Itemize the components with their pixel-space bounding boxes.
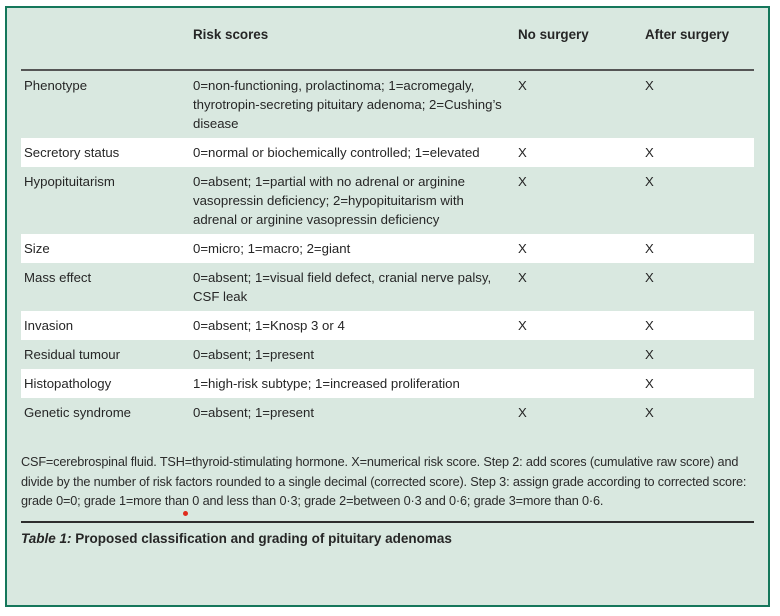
row-label: Invasion xyxy=(24,318,74,333)
table-header-row: Risk scores No surgery After surgery xyxy=(21,20,754,69)
row-after-surgery-mark: X xyxy=(645,145,654,160)
row-no-surgery-mark: X xyxy=(518,174,527,189)
row-label: Hypopituitarism xyxy=(24,174,115,189)
table-row: Mass effect 0=absent; 1=visual field def… xyxy=(21,263,754,311)
table-row: Residual tumour 0=absent; 1=present X xyxy=(21,340,754,369)
row-no-surgery-mark: X xyxy=(518,270,527,285)
row-no-surgery-mark: X xyxy=(518,145,527,160)
row-after-surgery-mark: X xyxy=(645,174,654,189)
table-caption-text: Proposed classification and grading of p… xyxy=(75,530,452,546)
table-caption: Table 1: Proposed classification and gra… xyxy=(21,523,754,547)
table-row: Hypopituitarism 0=absent; 1=partial with… xyxy=(21,167,754,234)
row-risk-scores: 0=micro; 1=macro; 2=giant xyxy=(193,241,351,256)
row-risk-scores: 0=normal or biochemically controlled; 1=… xyxy=(193,145,480,160)
row-after-surgery-mark: X xyxy=(645,405,654,420)
row-label: Phenotype xyxy=(24,78,88,93)
row-risk-scores: 0=absent; 1=present xyxy=(193,405,314,420)
row-label: Secretory status xyxy=(24,145,120,160)
row-no-surgery-mark: X xyxy=(518,78,527,93)
classification-table-card: Risk scores No surgery After surgery Phe… xyxy=(5,6,770,607)
red-dot-marker xyxy=(183,511,188,516)
table-footnote: CSF=cerebrospinal fluid. TSH=thyroid-sti… xyxy=(21,455,747,508)
row-risk-scores: 0=non-functioning, prolactinoma; 1=acrom… xyxy=(193,78,502,131)
row-label: Size xyxy=(24,241,50,256)
column-header-after-surgery: After surgery xyxy=(645,27,730,42)
row-after-surgery-mark: X xyxy=(645,241,654,256)
row-after-surgery-mark: X xyxy=(645,318,654,333)
table-row: Histopathology 1=high-risk subtype; 1=in… xyxy=(21,369,754,398)
row-risk-scores: 0=absent; 1=Knosp 3 or 4 xyxy=(193,318,345,333)
row-risk-scores: 0=absent; 1=present xyxy=(193,347,314,362)
column-header-risk-scores: Risk scores xyxy=(193,27,269,42)
row-label: Mass effect xyxy=(24,270,92,285)
header-divider-rule xyxy=(21,69,754,71)
row-after-surgery-mark: X xyxy=(645,78,654,93)
row-label: Residual tumour xyxy=(24,347,121,362)
row-risk-scores: 0=absent; 1=partial with no adrenal or a… xyxy=(193,174,465,227)
row-label: Histopathology xyxy=(24,376,112,391)
row-no-surgery-mark: X xyxy=(518,241,527,256)
row-no-surgery-mark: X xyxy=(518,405,527,420)
row-label: Genetic syndrome xyxy=(24,405,132,420)
caption-divider-rule xyxy=(21,520,754,523)
table-body: Phenotype 0=non-functioning, prolactinom… xyxy=(21,71,754,427)
row-no-surgery-mark xyxy=(518,369,645,398)
row-after-surgery-mark: X xyxy=(645,376,654,391)
row-after-surgery-mark: X xyxy=(645,347,654,362)
row-risk-scores: 1=high-risk subtype; 1=increased prolife… xyxy=(193,376,460,391)
table-row: Invasion 0=absent; 1=Knosp 3 or 4 X X xyxy=(21,311,754,340)
column-header-no-surgery: No surgery xyxy=(518,27,589,42)
row-no-surgery-mark: X xyxy=(518,318,527,333)
table-row: Phenotype 0=non-functioning, prolactinom… xyxy=(21,71,754,138)
table-row: Size 0=micro; 1=macro; 2=giant X X xyxy=(21,234,754,263)
row-risk-scores: 0=absent; 1=visual field defect, cranial… xyxy=(193,270,492,304)
row-no-surgery-mark xyxy=(518,340,645,369)
column-header-empty xyxy=(21,26,193,69)
table-row: Genetic syndrome 0=absent; 1=present X X xyxy=(21,398,754,427)
table-row: Secretory status 0=normal or biochemical… xyxy=(21,138,754,167)
table-caption-prefix: Table 1: xyxy=(21,530,72,546)
row-after-surgery-mark: X xyxy=(645,270,654,285)
